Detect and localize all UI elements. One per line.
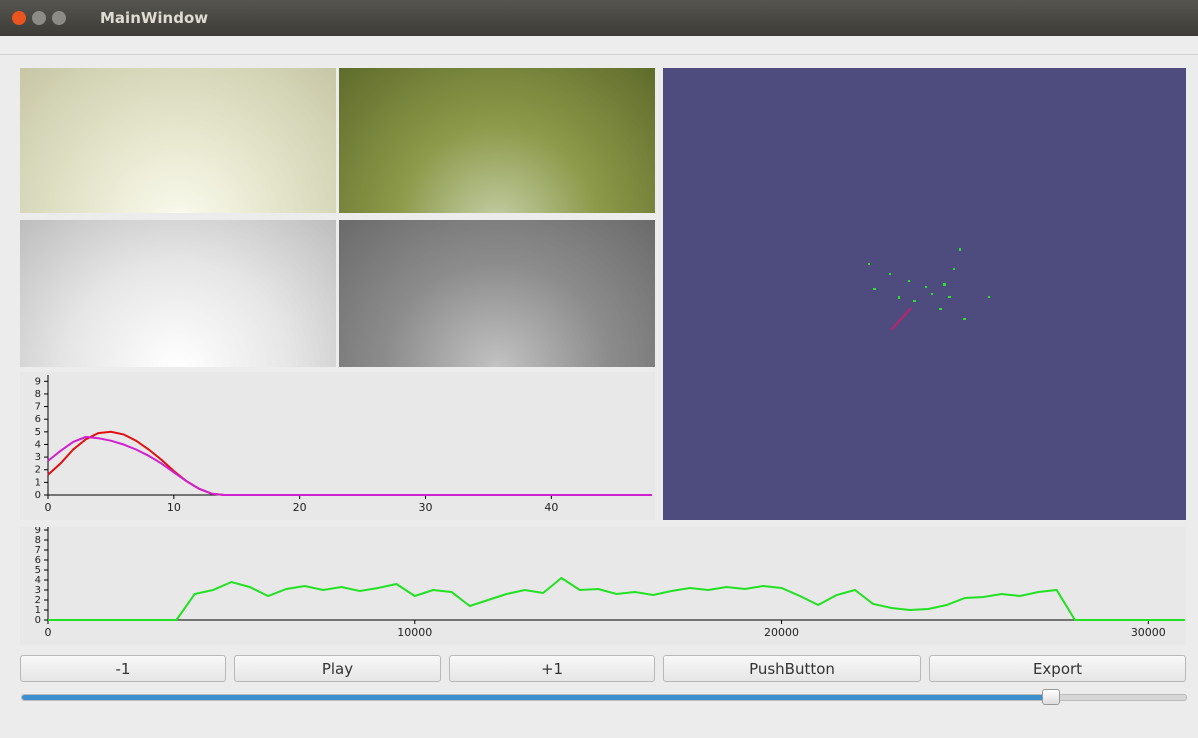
y-tick-label: 6 <box>35 414 41 425</box>
maximize-button[interactable] <box>52 11 66 25</box>
y-tick-label: 1 <box>35 605 41 616</box>
slider-track[interactable] <box>21 694 1187 701</box>
x-tick-label: 40 <box>544 501 558 514</box>
y-tick-label: 8 <box>35 389 41 400</box>
y-tick-label: 2 <box>35 465 41 476</box>
push-button[interactable]: Play <box>234 655 441 682</box>
window-title: MainWindow <box>100 9 209 27</box>
y-tick-label: 7 <box>35 402 41 413</box>
y-tick-label: 8 <box>35 535 41 546</box>
x-tick-label: 20000 <box>764 626 799 639</box>
x-tick-label: 0 <box>45 626 52 639</box>
x-tick-label: 30 <box>419 501 433 514</box>
y-tick-label: 5 <box>35 427 41 438</box>
point-cloud-view <box>663 68 1186 520</box>
x-tick-label: 0 <box>45 501 52 514</box>
y-tick-label: 1 <box>35 477 41 488</box>
menu-bar <box>0 36 1198 55</box>
y-tick-label: 5 <box>35 565 41 576</box>
chart-background <box>20 372 655 520</box>
processed-image <box>339 220 655 367</box>
trajectory <box>890 307 912 331</box>
y-tick-label: 4 <box>35 439 41 450</box>
slider-handle[interactable] <box>1042 689 1060 705</box>
camera-image <box>339 68 655 213</box>
push-button[interactable]: Export <box>929 655 1186 682</box>
y-tick-label: 3 <box>35 452 41 463</box>
camera-image <box>20 68 336 213</box>
processed-image <box>20 220 336 367</box>
x-tick-label: 30000 <box>1131 626 1166 639</box>
data-line <box>47 435 652 496</box>
y-tick-label: 2 <box>35 595 41 606</box>
push-button[interactable]: -1 <box>20 655 226 682</box>
y-tick-label: 9 <box>35 376 41 387</box>
y-tick-label: 6 <box>35 555 41 566</box>
view-background <box>663 68 1186 520</box>
x-tick-label: 10 <box>167 501 181 514</box>
push-button[interactable]: +1 <box>449 655 655 682</box>
x-tick-label: 10000 <box>397 626 432 639</box>
minimize-button[interactable] <box>32 11 46 25</box>
y-tick-label: 0 <box>35 490 41 501</box>
y-tick-label: 0 <box>35 615 41 626</box>
y-tick-label: 7 <box>35 545 41 556</box>
y-tick-label: 4 <box>35 575 41 586</box>
slider-fill <box>22 695 1052 700</box>
close-button[interactable] <box>12 11 26 25</box>
x-tick-label: 20 <box>293 501 307 514</box>
push-button[interactable]: PushButton <box>663 655 921 682</box>
y-tick-label: 3 <box>35 585 41 596</box>
y-tick-label: 9 <box>35 527 41 536</box>
data-line <box>48 576 1185 621</box>
title-bar: MainWindow <box>0 0 1198 36</box>
chart-background <box>20 527 1186 645</box>
point-cluster <box>868 248 990 320</box>
